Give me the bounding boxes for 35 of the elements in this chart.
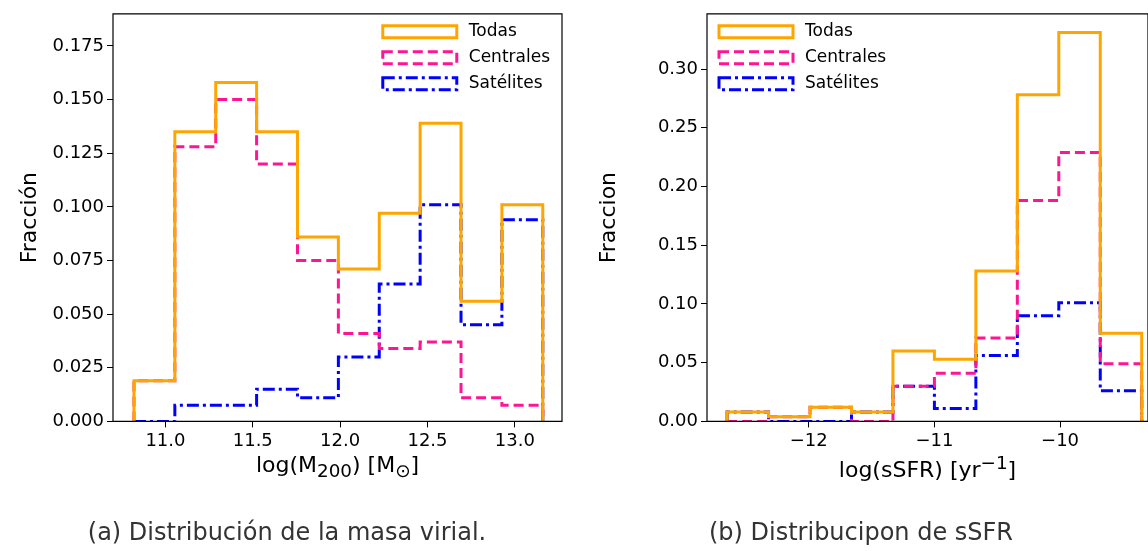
y-axis-title: Fraccion bbox=[594, 171, 620, 264]
x-tick-label: 12.5 bbox=[407, 428, 448, 450]
text: (a) Distribución de la masa virial. bbox=[86, 518, 488, 546]
y-tick-label: 0.125 bbox=[52, 140, 104, 162]
y-tick-label: 0.000 bbox=[52, 409, 104, 431]
y-axis-title: Fracción bbox=[15, 171, 41, 264]
legend-label: Centrales bbox=[468, 46, 551, 67]
y-tick-label: 0.050 bbox=[52, 301, 104, 323]
legend-label: Satélites bbox=[805, 72, 879, 93]
y-tick-label: 0.15 bbox=[657, 232, 698, 254]
x-axis-title: log(sSFR) [yr$^{−1}$] bbox=[837, 452, 1018, 483]
x-tick-label: 12.0 bbox=[320, 428, 361, 450]
x-tick-label: 11.5 bbox=[232, 428, 273, 450]
legend-label: Todas bbox=[804, 20, 854, 41]
y-tick-label: 0.175 bbox=[52, 33, 104, 55]
y-tick-label: 0.00 bbox=[657, 409, 698, 431]
y-tick-label: 0.075 bbox=[52, 248, 104, 270]
y-tick-label: 0.150 bbox=[52, 87, 104, 109]
y-tick-label: 0.05 bbox=[657, 350, 698, 372]
legend-label: Satélites bbox=[468, 72, 543, 93]
y-tick-label: 0.100 bbox=[52, 194, 104, 216]
x-tick-label: 13.0 bbox=[494, 428, 535, 450]
y-tick-label: 0.025 bbox=[52, 355, 104, 377]
text: (b) Distribucipon de sSFR bbox=[707, 518, 1015, 546]
x-axis-title: log(M$_{200}$) [M$_{⊙}$] bbox=[254, 452, 421, 482]
y-tick-label: 0.20 bbox=[657, 174, 698, 196]
x-tick-label: 11.0 bbox=[145, 428, 186, 450]
y-tick-label: 0.10 bbox=[657, 291, 698, 313]
legend-label: Todas bbox=[467, 20, 517, 41]
x-tick-label: −10 bbox=[1041, 428, 1080, 450]
x-tick-label: −12 bbox=[789, 428, 828, 450]
x-tick-label: −11 bbox=[915, 428, 954, 450]
y-tick-label: 0.25 bbox=[657, 115, 698, 137]
y-tick-label: 0.30 bbox=[657, 56, 698, 78]
legend-label: Centrales bbox=[805, 46, 887, 67]
